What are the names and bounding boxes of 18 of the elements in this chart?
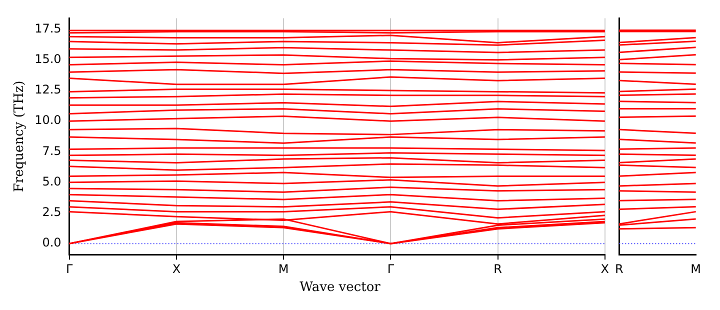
y-tick-label: 5.0 <box>42 174 62 188</box>
y-tick-label: 10.0 <box>34 113 62 128</box>
x-tick-label: R <box>494 262 502 276</box>
y-tick-label: 12.5 <box>34 82 62 97</box>
y-tick-label: 2.5 <box>42 205 62 220</box>
x-tick-label: M <box>690 262 702 276</box>
x-tick-label: Γ <box>66 262 73 276</box>
x-tick-label: X <box>600 262 610 276</box>
x-axis-title: Wave vector <box>298 280 382 295</box>
y-tick-label: 17.5 <box>34 21 62 36</box>
y-tick-label: 7.5 <box>42 144 62 158</box>
x-tick-label: X <box>172 262 181 276</box>
x-tick-label: Γ <box>387 262 394 276</box>
x-tick-label: M <box>278 262 289 276</box>
y-tick-label: 0.0 <box>42 236 62 250</box>
y-axis-title: Frequency (THz) <box>12 80 28 192</box>
x-tick-label: R <box>614 262 624 276</box>
y-tick-label: 15.0 <box>34 52 62 66</box>
